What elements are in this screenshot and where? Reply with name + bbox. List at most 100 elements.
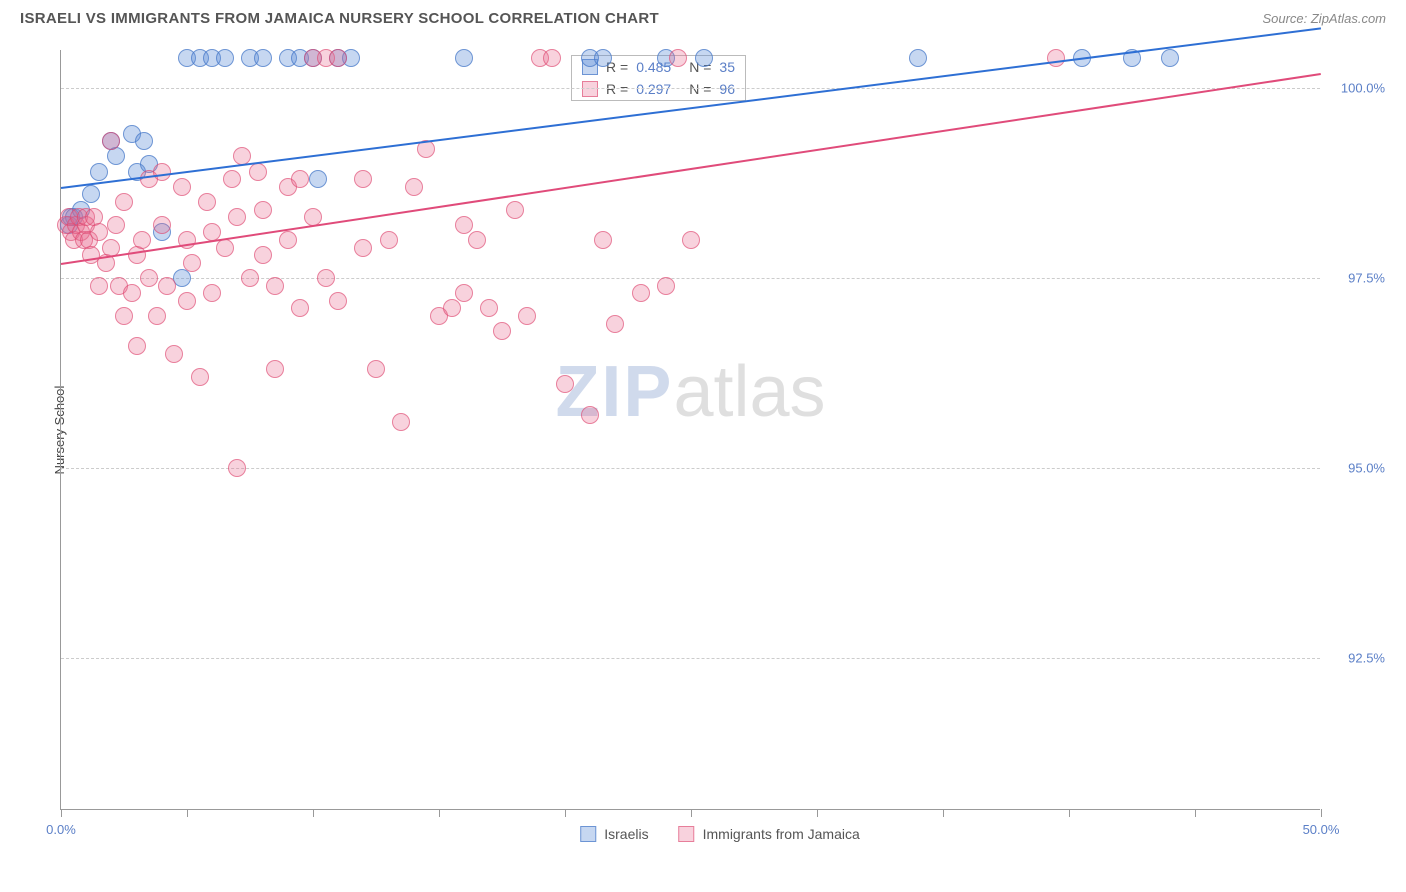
- legend: Israelis Immigrants from Jamaica: [580, 826, 860, 842]
- scatter-point: [115, 193, 133, 211]
- scatter-point: [493, 322, 511, 340]
- scatter-point: [543, 49, 561, 67]
- scatter-point: [198, 193, 216, 211]
- x-tick: [187, 809, 188, 817]
- y-tick-label: 100.0%: [1330, 81, 1385, 96]
- scatter-point: [128, 337, 146, 355]
- scatter-point: [443, 299, 461, 317]
- scatter-point: [518, 307, 536, 325]
- scatter-point: [133, 231, 151, 249]
- scatter-point: [216, 49, 234, 67]
- scatter-point: [455, 284, 473, 302]
- scatter-point: [380, 231, 398, 249]
- scatter-point: [405, 178, 423, 196]
- scatter-point: [291, 170, 309, 188]
- scatter-point: [266, 360, 284, 378]
- series-swatch: [582, 81, 598, 97]
- scatter-point: [909, 49, 927, 67]
- scatter-point: [354, 239, 372, 257]
- scatter-point: [669, 49, 687, 67]
- scatter-point: [123, 284, 141, 302]
- chart-container: Nursery School ZIPatlas R =0.485N =35R =…: [60, 50, 1380, 810]
- watermark-zip: ZIP: [555, 352, 673, 432]
- scatter-point: [241, 269, 259, 287]
- scatter-point: [216, 239, 234, 257]
- stat-r-value: 0.297: [636, 81, 671, 97]
- scatter-point: [556, 375, 574, 393]
- stat-r-label: R =: [606, 81, 628, 97]
- scatter-point: [173, 178, 191, 196]
- scatter-point: [153, 163, 171, 181]
- scatter-point: [329, 292, 347, 310]
- scatter-point: [115, 307, 133, 325]
- scatter-point: [140, 269, 158, 287]
- scatter-point: [90, 163, 108, 181]
- x-tick-label: 0.0%: [46, 822, 76, 837]
- scatter-point: [102, 132, 120, 150]
- x-tick: [1195, 809, 1196, 817]
- scatter-point: [183, 254, 201, 272]
- scatter-point: [468, 231, 486, 249]
- scatter-point: [632, 284, 650, 302]
- x-tick: [313, 809, 314, 817]
- scatter-point: [158, 277, 176, 295]
- scatter-point: [695, 49, 713, 67]
- stat-n-label: N =: [689, 81, 711, 97]
- x-tick-label: 50.0%: [1303, 822, 1340, 837]
- scatter-point: [392, 413, 410, 431]
- scatter-point: [82, 185, 100, 203]
- scatter-point: [455, 216, 473, 234]
- scatter-point: [148, 307, 166, 325]
- source-attribution: Source: ZipAtlas.com: [1262, 11, 1386, 26]
- y-tick-label: 97.5%: [1330, 271, 1385, 286]
- stat-n-value: 96: [719, 81, 735, 97]
- scatter-point: [135, 132, 153, 150]
- scatter-point: [90, 277, 108, 295]
- scatter-point: [1161, 49, 1179, 67]
- scatter-point: [581, 406, 599, 424]
- scatter-point: [191, 368, 209, 386]
- scatter-point: [506, 201, 524, 219]
- x-tick: [817, 809, 818, 817]
- x-tick: [565, 809, 566, 817]
- scatter-point: [228, 459, 246, 477]
- plot-area: ZIPatlas R =0.485N =35R =0.297N =96 92.5…: [60, 50, 1320, 810]
- x-tick: [61, 809, 62, 817]
- scatter-point: [682, 231, 700, 249]
- scatter-point: [107, 216, 125, 234]
- scatter-point: [228, 208, 246, 226]
- scatter-point: [203, 284, 221, 302]
- legend-item: Immigrants from Jamaica: [679, 826, 860, 842]
- watermark-atlas: atlas: [673, 352, 825, 432]
- gridline: [61, 468, 1320, 469]
- scatter-point: [223, 170, 241, 188]
- scatter-point: [594, 49, 612, 67]
- x-tick: [943, 809, 944, 817]
- scatter-point: [254, 49, 272, 67]
- legend-label: Israelis: [604, 826, 648, 842]
- gridline: [61, 658, 1320, 659]
- x-tick: [1321, 809, 1322, 817]
- y-tick-label: 92.5%: [1330, 651, 1385, 666]
- legend-label: Immigrants from Jamaica: [703, 826, 860, 842]
- scatter-point: [178, 292, 196, 310]
- scatter-point: [90, 223, 108, 241]
- legend-item: Israelis: [580, 826, 648, 842]
- x-tick: [1069, 809, 1070, 817]
- stats-row: R = 0.297 N = 96: [572, 78, 745, 100]
- scatter-point: [317, 269, 335, 287]
- scatter-point: [329, 49, 347, 67]
- scatter-point: [657, 277, 675, 295]
- y-tick-label: 95.0%: [1330, 461, 1385, 476]
- scatter-point: [249, 163, 267, 181]
- scatter-point: [480, 299, 498, 317]
- scatter-point: [1047, 49, 1065, 67]
- x-tick: [691, 809, 692, 817]
- chart-title: ISRAELI VS IMMIGRANTS FROM JAMAICA NURSE…: [20, 10, 659, 27]
- scatter-point: [266, 277, 284, 295]
- scatter-point: [153, 216, 171, 234]
- scatter-point: [279, 231, 297, 249]
- scatter-point: [354, 170, 372, 188]
- scatter-point: [455, 49, 473, 67]
- scatter-point: [254, 246, 272, 264]
